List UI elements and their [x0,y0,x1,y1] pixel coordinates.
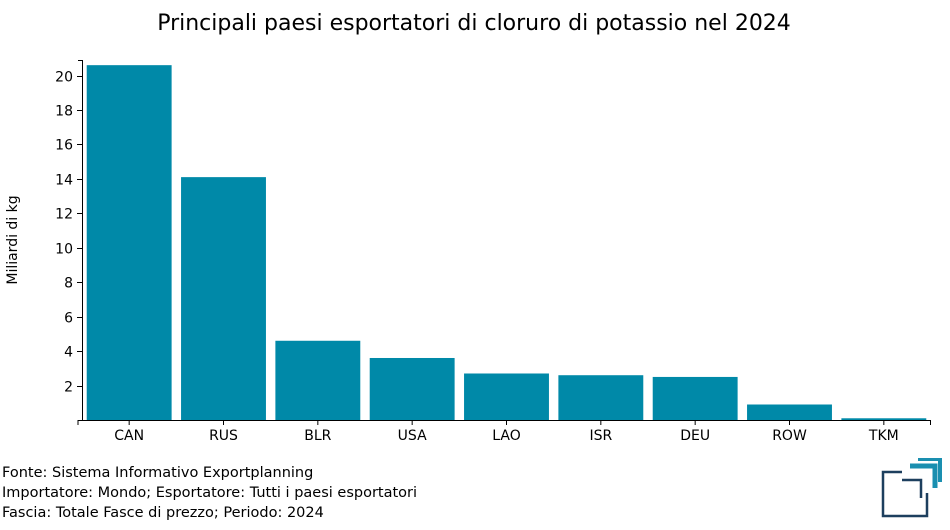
brand-logo-icon [881,458,942,518]
bar-row [747,404,832,420]
y-axis: 2 4 6 8 10 12 14 16 18 20 [55,60,83,420]
y-tick-label: 16 [55,138,73,154]
x-tick-label: BLR [304,428,331,444]
filter-note: Importatore: Mondo; Esportatore: Tutti i… [2,485,418,501]
x-tick-label: CAN [114,428,144,444]
bar-tkm [841,418,927,420]
range-note: Fascia: Totale Fasce di prezzo; Periodo:… [2,505,324,521]
y-tick-label: 12 [55,207,73,223]
x-tick-label: DEU [680,428,710,444]
x-axis: CAN RUS BLR USA LAO ISR DEU ROW TKM [77,420,931,444]
bar-rus [181,177,266,420]
x-tick-label: RUS [209,428,238,444]
y-tick-label: 18 [55,104,73,120]
bar-usa [369,357,455,420]
x-tick-label: LAO [492,428,520,444]
y-tick-label: 14 [55,173,73,189]
chart-title: Principali paesi esportatori di cloruro … [157,11,791,36]
x-tick-label: ISR [589,428,612,444]
bar-isr [558,375,644,420]
source-note: Fonte: Sistema Informativo Exportplannin… [2,465,314,481]
bar-blr [275,340,361,420]
y-tick-label: 4 [64,345,73,361]
y-axis-title: Miliardi di kg [5,195,21,284]
bar-lao [464,373,549,420]
bars-group [86,65,927,420]
bar-deu [652,376,738,420]
y-tick-label: 8 [64,276,73,292]
x-tick-label: TKM [868,428,899,444]
x-tick-label: USA [398,428,427,444]
chart-footer: Fonte: Sistema Informativo Exportplannin… [2,463,417,523]
y-tick-label: 6 [64,311,73,327]
y-tick-label: 20 [55,70,73,86]
x-tick-label: ROW [772,428,807,444]
bar-can [86,65,172,420]
y-tick-label: 10 [55,242,73,258]
bar-chart: Principali paesi esportatori di cloruro … [5,11,931,444]
y-tick-label: 2 [64,380,73,396]
